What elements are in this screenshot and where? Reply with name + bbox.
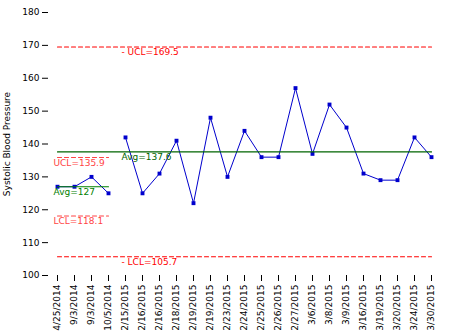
svg-text:2/24/2015: 2/24/2015	[239, 285, 249, 331]
svg-text:2/19/2015: 2/19/2015	[188, 285, 198, 331]
svg-text:2/15/2015: 2/15/2015	[120, 285, 130, 331]
svg-text:9/3/2014: 9/3/2014	[69, 284, 79, 325]
svg-text:Avg=137.6: Avg=137.6	[122, 152, 172, 162]
svg-text:3/8/2015: 3/8/2015	[324, 285, 334, 325]
svg-text:3/16/2015: 3/16/2015	[358, 285, 368, 331]
svg-text:110: 110	[22, 238, 39, 248]
svg-text:130: 130	[22, 172, 39, 182]
svg-text:2/19/2015: 2/19/2015	[205, 285, 215, 331]
svg-text:150: 150	[22, 106, 39, 116]
svg-text:100: 100	[22, 270, 39, 280]
svg-text:3/24/2015: 3/24/2015	[409, 285, 419, 331]
svg-text:170: 170	[22, 40, 39, 50]
svg-text:UCL=135.9: UCL=135.9	[54, 158, 105, 168]
svg-text:2/16/2015: 2/16/2015	[154, 285, 164, 331]
svg-text:4/25/2014: 4/25/2014	[52, 284, 62, 330]
svg-text:Avg=127: Avg=127	[54, 187, 95, 197]
svg-text:3/30/2015: 3/30/2015	[426, 285, 436, 331]
svg-text:3/6/2015: 3/6/2015	[307, 285, 317, 325]
svg-text:Systolic Blood Pressure: Systolic Blood Pressure	[2, 91, 12, 196]
svg-text:- UCL=169.5: - UCL=169.5	[122, 47, 179, 57]
svg-text:9/3/2014: 9/3/2014	[86, 284, 96, 325]
svg-text:10/5/2014: 10/5/2014	[103, 284, 113, 330]
svg-text:3/19/2015: 3/19/2015	[375, 285, 385, 331]
svg-text:120: 120	[22, 205, 39, 215]
svg-text:160: 160	[22, 73, 39, 83]
svg-text:LCL=118.1: LCL=118.1	[54, 216, 104, 226]
svg-text:140: 140	[22, 139, 39, 149]
svg-text:2/26/2015: 2/26/2015	[273, 285, 283, 331]
svg-text:2/16/2015: 2/16/2015	[137, 285, 147, 331]
svg-text:180: 180	[22, 7, 39, 17]
svg-text:2/18/2015: 2/18/2015	[171, 285, 181, 331]
svg-text:2/27/2015: 2/27/2015	[290, 285, 300, 331]
svg-text:3/9/2015: 3/9/2015	[341, 285, 351, 325]
svg-text:2/23/2015: 2/23/2015	[222, 285, 232, 331]
svg-text:3/20/2015: 3/20/2015	[392, 285, 402, 331]
svg-text:2/25/2015: 2/25/2015	[256, 285, 266, 331]
svg-text:- LCL=105.7: - LCL=105.7	[122, 257, 178, 267]
